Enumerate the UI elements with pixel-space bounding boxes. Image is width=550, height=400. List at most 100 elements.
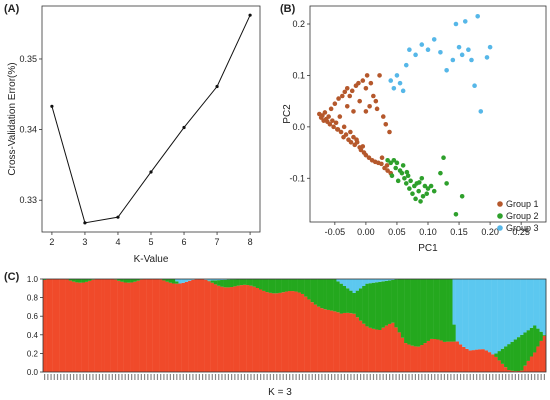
panel-c-bar-red <box>346 312 350 372</box>
panel-c-bar-blue <box>452 279 456 325</box>
panel-b-point-group-2 <box>431 188 437 194</box>
panel-c-bar-blue <box>500 279 505 349</box>
panel-b-point-group-1 <box>322 110 328 115</box>
panel-c-bar-blue <box>526 279 531 331</box>
panel-c-bar-red <box>146 279 150 372</box>
panel-c-bar-green <box>259 279 263 290</box>
panel-c-bar-blue <box>484 279 489 351</box>
panel-c-bar-green <box>439 279 444 341</box>
panel-c-bar-blue <box>478 279 482 350</box>
panel-c-bar-blue <box>523 279 527 333</box>
panel-c-bar-green <box>220 279 224 287</box>
panel-c-bar-blue <box>536 279 540 329</box>
panel-c-bar-green <box>171 279 176 284</box>
panel-b-point-group-1 <box>327 121 333 127</box>
legend-label-group-1: Group 1 <box>506 199 539 209</box>
panel-b-point-group-1 <box>354 137 359 143</box>
panel-c-bar-red <box>368 327 373 372</box>
panel-c-ytick-label: 0.8 <box>27 294 39 303</box>
panel-b-point-group-1 <box>332 101 338 107</box>
panel-b-point-group-2 <box>410 191 415 197</box>
panel-c-bar-green <box>72 279 76 282</box>
panel-c-bar-green <box>375 282 379 330</box>
panel-c-bar-green <box>423 279 427 344</box>
panel-c-bar-green <box>413 279 418 347</box>
panel-c-bar-green <box>284 279 289 292</box>
panel-a-label: (A) <box>4 3 20 15</box>
panel-c-yaxis: 0.0 0.2 0.4 0.6 0.8 1.0 <box>27 275 43 377</box>
panel-c-bar-blue <box>507 279 511 345</box>
panel-c-bar-red <box>97 279 102 372</box>
panel-c-bar-green <box>339 283 344 314</box>
panel-c-bar-red <box>113 279 118 372</box>
panel-b-ytick-label: 0.1 <box>292 70 305 80</box>
panel-b-point-group-2 <box>391 157 397 163</box>
panel-c-bar-blue <box>210 279 215 281</box>
panel-b-point-group-3 <box>419 42 425 47</box>
panel-c-bar-red <box>404 343 408 372</box>
panel-c-bar-red <box>110 279 115 372</box>
panel-c-bar-green <box>297 279 302 293</box>
panel-b-point-group-1 <box>337 114 343 119</box>
panel-c-bar-red <box>62 279 66 372</box>
panel-c-bar-green <box>275 279 279 294</box>
panel-c-bar-red <box>439 340 444 372</box>
panel-c-bar-red <box>288 291 292 372</box>
panel-c-bar-red <box>304 296 308 372</box>
panel-b-point-group-1 <box>351 109 356 114</box>
panel-a-chart: 2 3 4 5 6 7 8 0.33 0.34 0.35 K-Value Cross-Valid… <box>7 5 261 265</box>
panel-c-bar-green <box>536 328 540 347</box>
panel-b-xtick-label: 0.10 <box>419 227 437 237</box>
panel-c-bar-green <box>168 279 173 283</box>
panel-c-bar-red <box>436 339 440 372</box>
panel-b-point-group-2 <box>441 155 446 161</box>
panel-c-bar-green <box>117 279 121 281</box>
panel-c-bar-red <box>65 279 69 372</box>
panel-c-bar-green <box>394 279 398 328</box>
panel-c-ytick-label: 0.0 <box>27 368 39 377</box>
panel-b-point-group-1 <box>373 98 379 104</box>
panel-c-bar-green <box>446 279 450 342</box>
panel-b-point-group-1 <box>344 103 350 109</box>
panel-c-bar-red <box>162 280 166 372</box>
panel-c-label: (C) <box>4 271 20 283</box>
panel-c-bar-red <box>226 287 231 372</box>
panel-b-point-group-2 <box>419 175 425 181</box>
panel-c-bar-red <box>239 285 244 372</box>
panel-b-point-group-2 <box>444 181 449 186</box>
panel-c-bar-red <box>188 280 192 372</box>
panel-c-bar-green <box>246 279 250 286</box>
panel-c-bar-blue <box>181 279 186 283</box>
panel-c-bar-red <box>426 340 431 372</box>
panel-c-bar-red <box>500 363 505 372</box>
panel-b-point-group-3 <box>407 47 412 53</box>
panel-b-ylabel: PC2 <box>282 104 293 124</box>
panel-a-xaxis: 2 3 4 5 6 7 8 <box>49 232 253 247</box>
panel-c-bar-red <box>516 370 521 372</box>
panel-c-bar-red <box>197 279 202 372</box>
panel-c-bar-red <box>207 281 211 372</box>
panel-c-bar-green <box>388 280 392 324</box>
panel-c-bar-blue <box>504 279 508 347</box>
panel-c-bar-red <box>242 284 247 372</box>
panel-b-point-group-1 <box>363 152 369 158</box>
panel-c-bar-red <box>526 360 531 372</box>
panel-c-ytick-label: 0.4 <box>27 331 39 340</box>
panel-b-point-group-2 <box>408 178 413 184</box>
panel-c-bar-green <box>300 279 305 294</box>
panel-c-bar-red <box>52 279 57 372</box>
panel-c-bar-green <box>346 288 350 313</box>
panel-c-bar-red <box>536 346 540 372</box>
panel-a-ytick-label: 0.33 <box>19 195 37 205</box>
panel-c-bar-red <box>204 279 208 372</box>
panel-b-point-group-2 <box>400 163 406 168</box>
panel-c-bar-green <box>313 279 318 305</box>
panel-c-bar-green <box>336 281 340 313</box>
legend-marker-group-2 <box>497 213 503 219</box>
panel-b-point-group-1 <box>364 73 370 78</box>
panel-c-bar-blue <box>497 279 502 352</box>
panel-b-point-group-3 <box>397 80 403 86</box>
panel-c-bar-green <box>449 279 453 342</box>
panel-c-bar-red <box>481 349 485 372</box>
panel-c-bar-green <box>442 279 447 342</box>
